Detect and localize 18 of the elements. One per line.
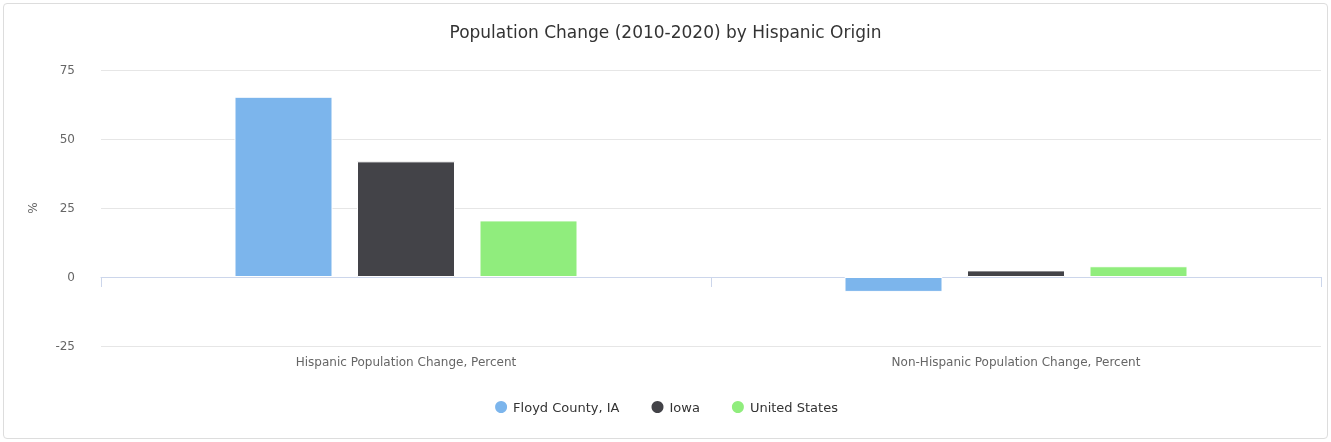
y-tick-label: 0 xyxy=(67,270,75,284)
y-tick-label: 75 xyxy=(59,63,75,77)
bar xyxy=(357,161,455,277)
legend-label: Iowa xyxy=(669,399,700,415)
bar xyxy=(234,96,333,277)
y-tick-label: 50 xyxy=(59,132,75,146)
legend-label: United States xyxy=(749,399,839,415)
x-tick-label: Non-Hispanic Population Change, Percent xyxy=(891,355,1141,369)
bar xyxy=(844,277,943,292)
y-tick-label: -25 xyxy=(55,339,75,353)
bar xyxy=(967,270,1065,277)
chart-title: Population Change (2010-2020) by Hispanic Origin xyxy=(449,21,882,42)
y-tick-label: 25 xyxy=(59,201,75,215)
bar xyxy=(479,220,578,277)
bar xyxy=(1089,266,1188,277)
legend-label: Floyd County, IA xyxy=(513,399,620,415)
y-axis-title: % xyxy=(26,202,40,214)
x-tick-label: Hispanic Population Change, Percent xyxy=(295,355,517,369)
